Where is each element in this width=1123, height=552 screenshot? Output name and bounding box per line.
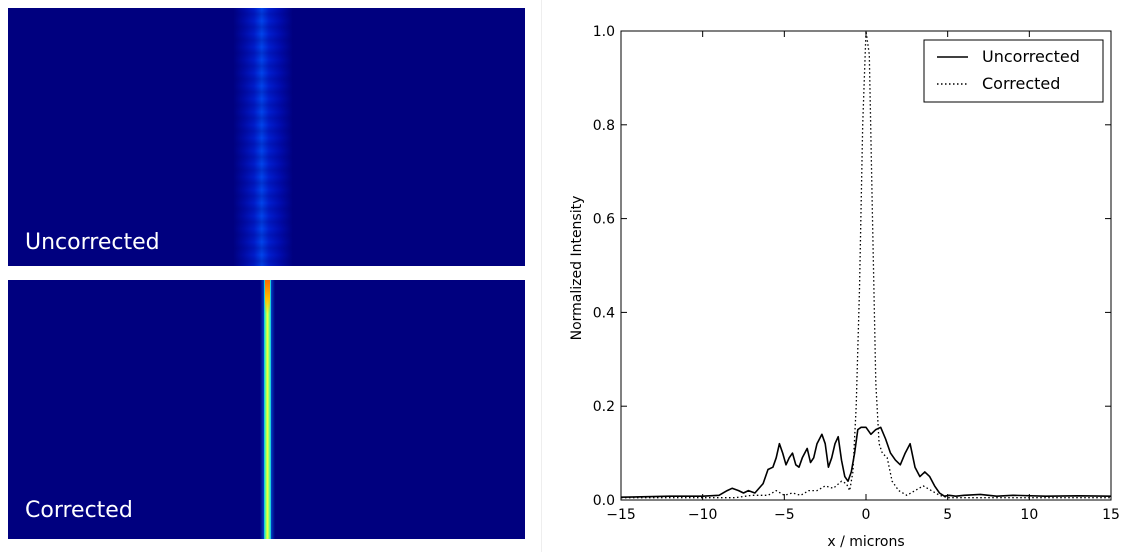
y-tick-label: 0.2	[593, 399, 615, 415]
legend-label-corrected: Corrected	[982, 74, 1060, 93]
y-tick-label: 0.8	[593, 118, 615, 134]
legend-label-uncorrected: Uncorrected	[982, 47, 1080, 66]
x-tick-label: −10	[688, 507, 718, 523]
x-tick-label: 15	[1102, 507, 1120, 523]
x-axis-label: x / microns	[827, 534, 904, 550]
y-tick-label: 0.0	[593, 493, 615, 509]
x-tick-label: −5	[774, 507, 795, 523]
x-tick-label: 0	[862, 507, 871, 523]
y-axis-label: Normalized Intensity	[569, 196, 585, 341]
x-tick-label: −15	[606, 507, 636, 523]
legend: Uncorrected Corrected	[924, 40, 1103, 102]
x-tick-label: 5	[943, 507, 952, 523]
y-tick-label: 0.6	[593, 212, 615, 228]
y-tick-label: 1.0	[593, 24, 615, 40]
y-tick-label: 0.4	[593, 305, 615, 321]
x-tick-label: 10	[1020, 507, 1038, 523]
